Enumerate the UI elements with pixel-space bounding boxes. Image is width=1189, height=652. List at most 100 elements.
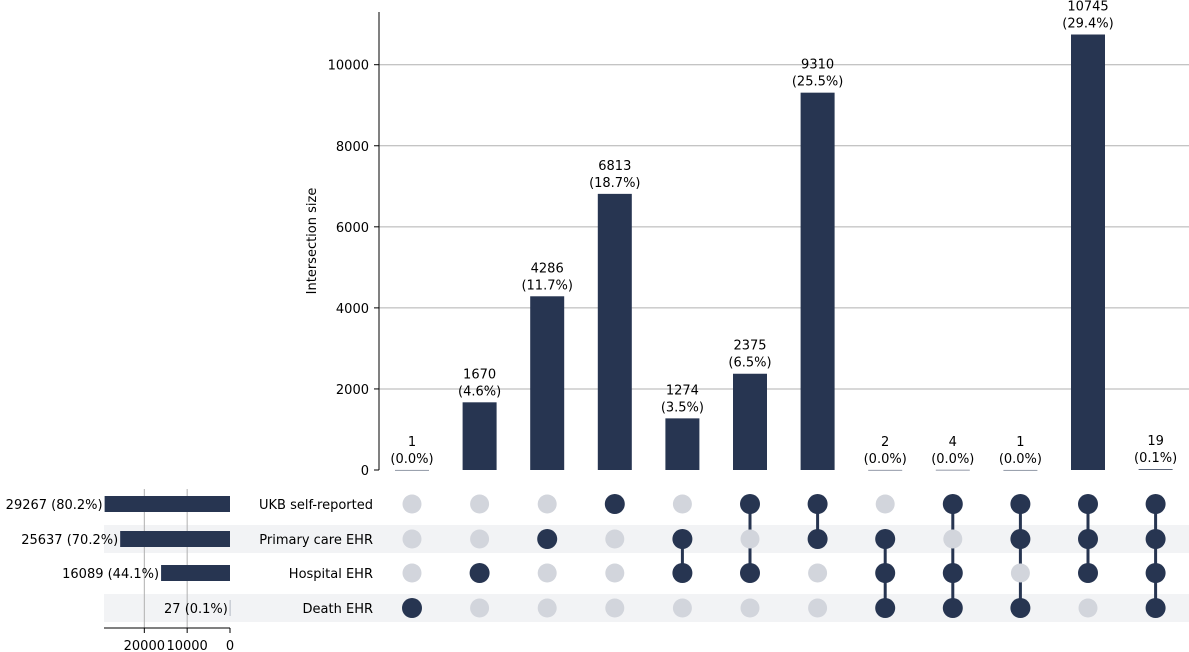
bar-value-label: 10745: [1067, 0, 1108, 15]
bar-percent-label: (6.5%): [728, 356, 771, 371]
set-size-bar: [104, 496, 230, 512]
matrix-dot-active: [942, 598, 963, 618]
matrix-dot-active: [672, 563, 693, 583]
matrix-dot-active: [672, 529, 693, 549]
intersection-bar: [1003, 469, 1038, 471]
matrix-dot-inactive: [1010, 563, 1030, 583]
bar-percent-label: (4.6%): [458, 384, 501, 399]
bar-percent-label: (3.5%): [661, 400, 704, 415]
set-size-label: 27 (0.1%): [164, 602, 228, 617]
matrix-dot-inactive: [943, 529, 963, 549]
intersection-bar: [868, 469, 903, 471]
matrix-dot-inactive: [740, 529, 760, 549]
matrix-dot-active: [740, 494, 760, 514]
bar-percent-label: (0.0%): [931, 452, 974, 467]
matrix-dot-active: [1145, 598, 1166, 618]
matrix-dot-active: [402, 598, 422, 618]
bar-value-label: 4: [949, 435, 957, 450]
matrix-dot-active: [1145, 529, 1166, 549]
bar-value-label: 1670: [463, 367, 496, 382]
matrix-dot-inactive: [402, 494, 422, 514]
intersection-bar: [530, 296, 565, 470]
set-name-label: Death EHR: [303, 602, 373, 617]
set-size-tick-label: 0: [226, 639, 234, 652]
bar-percent-label: (0.1%): [1134, 451, 1177, 466]
matrix-dot-inactive: [1078, 598, 1098, 618]
bar-value-label: 1: [1016, 435, 1024, 450]
set-name-label: UKB self-reported: [259, 498, 373, 513]
intersection-bar: [935, 469, 970, 471]
matrix-dot-active: [740, 563, 760, 583]
matrix-dot-inactive: [672, 494, 692, 514]
bar-percent-label: (0.0%): [864, 452, 907, 467]
matrix-dot-inactive: [537, 494, 557, 514]
matrix-dot-active: [942, 494, 963, 514]
bar-percent-label: (11.7%): [521, 278, 572, 293]
y-tick-label: 8000: [336, 140, 369, 155]
set-size-tick-label: 20000: [124, 639, 165, 652]
matrix-dot-active: [469, 563, 490, 583]
y-tick-label: 4000: [336, 302, 369, 317]
set-size-label: 29267 (80.2%): [6, 498, 103, 513]
matrix-dot-active: [875, 529, 896, 549]
matrix-dot-active: [1010, 494, 1031, 514]
bar-percent-label: (29.4%): [1062, 17, 1113, 32]
set-size-label: 16089 (44.1%): [62, 567, 159, 582]
bar-percent-label: (0.0%): [390, 452, 433, 467]
y-tick-label: 6000: [336, 221, 369, 236]
matrix-dot-inactive: [808, 598, 828, 618]
y-tick-label: 2000: [336, 383, 369, 398]
intersection-bar: [800, 92, 835, 470]
set-size-tick-label: 10000: [166, 639, 207, 652]
intersection-bar: [395, 469, 429, 471]
matrix-dot-inactive: [537, 563, 557, 583]
bar-value-label: 9310: [801, 58, 834, 73]
intersection-bar: [1071, 34, 1105, 470]
matrix-dot-active: [1145, 563, 1166, 583]
matrix-dot-active: [1078, 494, 1098, 514]
matrix-row-shade: [104, 525, 1189, 553]
matrix-dot-inactive: [402, 529, 422, 549]
intersection-bar: [1138, 469, 1173, 470]
matrix-dot-inactive: [605, 598, 625, 618]
set-name-label: Primary care EHR: [259, 533, 373, 548]
matrix-dot-active: [875, 563, 896, 583]
intersection-bar: [462, 402, 497, 470]
set-size-bar: [120, 531, 230, 547]
matrix-dot-inactive: [740, 598, 760, 618]
y-tick-label: 0: [361, 464, 369, 479]
bar-value-label: 2: [881, 435, 889, 450]
bar-value-label: 1: [408, 435, 416, 450]
matrix-dot-inactive: [402, 563, 422, 583]
matrix-dot-inactive: [470, 598, 490, 618]
bar-value-label: 6813: [598, 159, 631, 174]
intersection-bar: [597, 193, 632, 470]
bar-value-label: 19: [1147, 434, 1164, 449]
matrix-dot-active: [1010, 529, 1031, 549]
matrix-dot-inactive: [470, 494, 490, 514]
bar-percent-label: (18.7%): [589, 176, 640, 191]
matrix-dot-active: [1078, 529, 1098, 549]
bar-value-label: 1274: [666, 383, 699, 398]
matrix-dot-active: [537, 529, 558, 549]
matrix-dot-inactive: [605, 529, 625, 549]
set-size-label: 25637 (70.2%): [21, 533, 118, 548]
bar-percent-label: (25.5%): [792, 75, 843, 90]
matrix-dot-active: [604, 494, 625, 514]
matrix-dot-inactive: [537, 598, 557, 618]
y-tick-label: 10000: [328, 59, 369, 74]
bar-value-label: 4286: [531, 261, 564, 276]
matrix-dot-active: [807, 494, 828, 514]
set-size-bar: [161, 565, 230, 581]
matrix-dot-inactive: [672, 598, 692, 618]
matrix-dot-active: [1010, 598, 1031, 618]
y-axis-label: Intersection size: [305, 188, 320, 295]
matrix-dot-active: [1145, 494, 1166, 514]
matrix-dot-inactive: [875, 494, 895, 514]
matrix-dot-inactive: [605, 563, 625, 583]
matrix-dot-active: [807, 529, 828, 549]
matrix-dot-inactive: [808, 563, 828, 583]
matrix-dot-active: [1078, 563, 1098, 583]
bar-value-label: 2375: [733, 339, 766, 354]
